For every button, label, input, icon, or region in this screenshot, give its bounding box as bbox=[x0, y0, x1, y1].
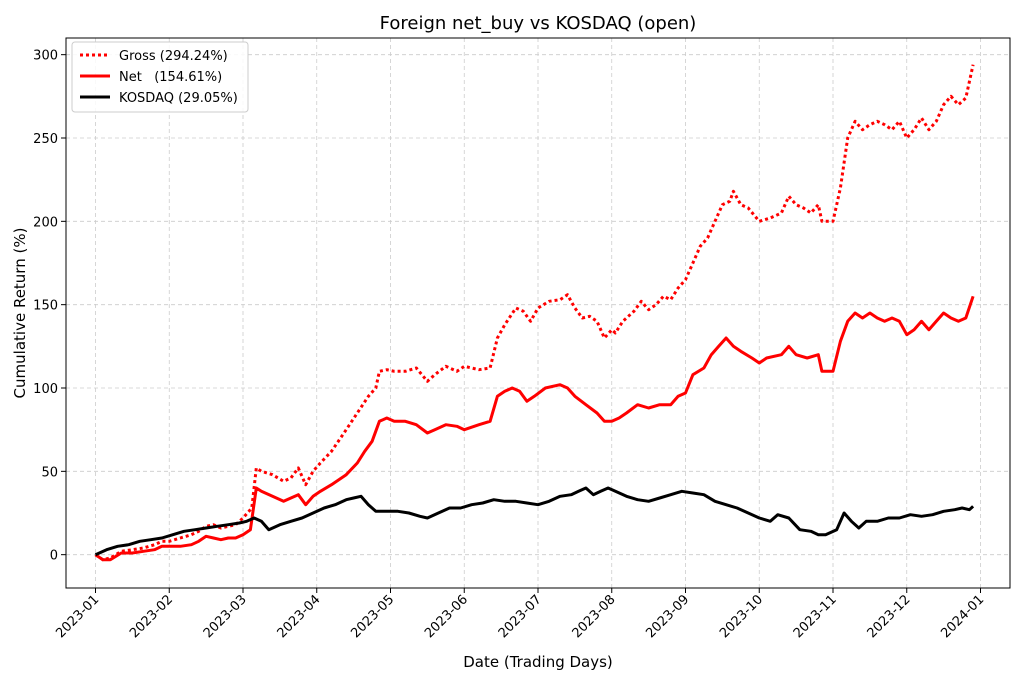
x-axis-label: Date (Trading Days) bbox=[463, 653, 613, 671]
y-axis-label: Cumulative Return (%) bbox=[11, 228, 29, 399]
series-layer bbox=[94, 64, 975, 562]
y-tick-label: 200 bbox=[33, 215, 58, 230]
y-tick-label: 100 bbox=[33, 382, 58, 397]
y-tick-label: 50 bbox=[41, 465, 58, 480]
legend-label: KOSDAQ (29.05%) bbox=[119, 91, 238, 106]
series-line-1 bbox=[94, 64, 975, 562]
series-line-3 bbox=[94, 486, 975, 557]
y-tick-label: 250 bbox=[33, 132, 58, 147]
legend-box bbox=[71, 41, 249, 113]
grid bbox=[66, 38, 1010, 588]
legend: Gross (294.24%) Net (154.61%) KOSDAQ (29.0… bbox=[71, 41, 249, 113]
legend-label: Net (154.61%) bbox=[119, 70, 222, 85]
y-axis: 0 50 100 150 200 250 300 bbox=[33, 49, 66, 564]
chart-title: Foreign net_buy vs KOSDAQ (open) bbox=[380, 13, 697, 34]
y-tick-label: 0 bbox=[50, 549, 58, 564]
y-tick-label: 150 bbox=[33, 299, 58, 314]
y-tick-label: 300 bbox=[33, 49, 58, 64]
series-line-2 bbox=[94, 295, 975, 562]
legend-label: Gross (294.24%) bbox=[119, 49, 228, 64]
